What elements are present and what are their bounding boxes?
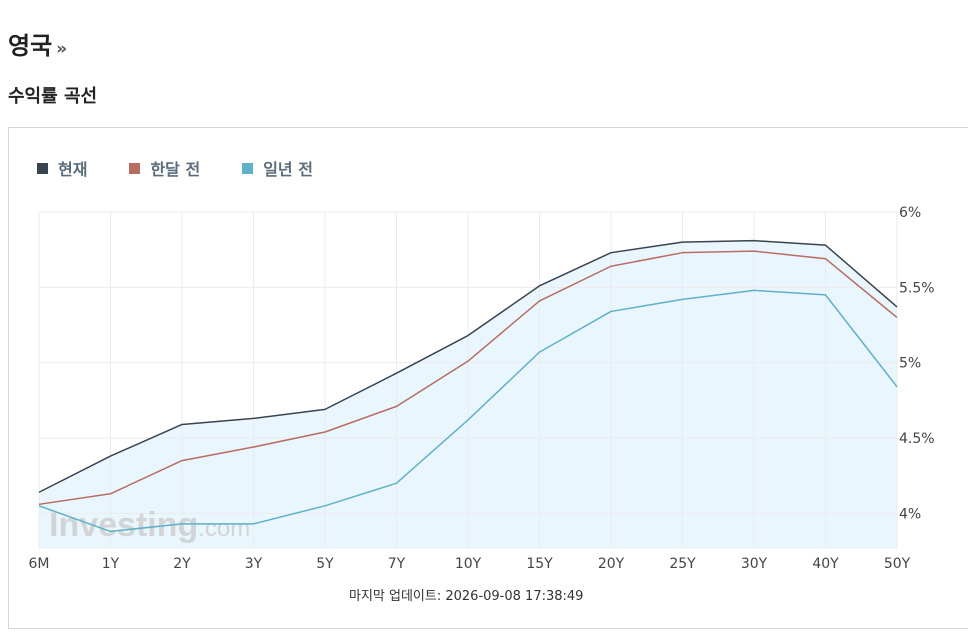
data-point [181, 523, 183, 525]
yield-curve-chart: 현재 한달 전 일년 전 Investing.com 6M 1Y 2Y 3Y 5Y 7Y 10… [8, 127, 968, 629]
legend-label: 한달 전 [150, 160, 201, 179]
y-tick-label: 4.5% [899, 431, 935, 447]
series-line-2 [38, 289, 898, 533]
data-point [181, 423, 183, 425]
legend-item-year-ago[interactable]: 일년 전 [242, 156, 313, 180]
series-line-1 [38, 250, 898, 506]
data-point [324, 431, 326, 433]
data-point [395, 372, 397, 374]
data-point [896, 316, 898, 318]
watermark-suffix: .com [198, 515, 250, 542]
x-tick-label: 30Y [741, 556, 768, 572]
data-point [681, 251, 683, 253]
legend-swatch-icon [129, 162, 141, 174]
data-point [467, 334, 469, 336]
data-point [824, 258, 826, 260]
x-tick-label: 20Y [598, 556, 625, 572]
data-point [395, 482, 397, 484]
section-title: 수익률 곡선 [8, 86, 98, 107]
data-point [538, 351, 540, 353]
legend-swatch-icon [37, 162, 48, 174]
data-point [467, 360, 469, 362]
data-point [753, 289, 755, 291]
legend-item-month-ago[interactable]: 한달 전 [129, 156, 200, 180]
y-tick-label: 4% [899, 506, 921, 522]
data-point [753, 250, 755, 252]
data-point [38, 503, 40, 505]
data-point [896, 306, 898, 308]
data-point [610, 265, 612, 267]
data-point [109, 493, 111, 495]
data-point [538, 300, 540, 302]
data-point [324, 408, 326, 410]
data-point [824, 294, 826, 296]
y-tick-label: 5% [899, 356, 921, 372]
page-title[interactable]: 영국» [8, 26, 67, 61]
last-update-text: 마지막 업데이트: 2026-09-08 17:38:49 [349, 589, 584, 604]
data-point [467, 419, 469, 421]
x-tick-label: 15Y [526, 556, 553, 572]
legend-label: 일년 전 [263, 160, 313, 179]
data-point [610, 310, 612, 312]
data-point [681, 241, 683, 243]
chart-plot: Investing.com 6M 1Y 2Y 3Y 5Y 7Y 10Y 15Y 20Y 25Y 30Y… [29, 205, 935, 572]
chart-legend: 현재 한달 전 일년 전 [37, 156, 355, 180]
y-tick-label: 6% [899, 205, 921, 221]
x-tick-label: 40Y [812, 556, 839, 572]
x-tick-label: 6M [29, 556, 50, 572]
chevron-right-icon[interactable]: » [56, 39, 68, 59]
series-line-0 [38, 239, 898, 493]
data-point [610, 251, 612, 253]
x-tick-label: 7Y [388, 556, 406, 572]
data-point [538, 285, 540, 287]
legend-label: 현재 [58, 160, 88, 179]
data-point [395, 405, 397, 407]
data-point [252, 417, 254, 419]
data-point [753, 239, 755, 241]
data-point [252, 523, 254, 525]
data-point [181, 459, 183, 461]
country-title[interactable]: 영국 [8, 32, 53, 60]
data-point [109, 455, 111, 457]
investing-watermark: Investing.com [49, 506, 250, 544]
x-tick-label: 10Y [455, 556, 482, 572]
data-point [252, 446, 254, 448]
data-point [38, 491, 40, 493]
legend-swatch-icon [242, 162, 254, 174]
x-tick-label: 25Y [669, 556, 696, 572]
x-tick-label: 3Y [245, 556, 263, 572]
data-point [896, 386, 898, 388]
y-tick-label: 5.5% [899, 280, 935, 296]
legend-item-current[interactable]: 현재 [37, 156, 87, 180]
x-tick-label: 2Y [173, 556, 191, 572]
data-point [824, 244, 826, 246]
x-tick-label: 50Y [884, 556, 911, 572]
x-tick-label: 1Y [102, 556, 120, 572]
data-point [681, 298, 683, 300]
data-point [109, 530, 111, 532]
data-point [324, 505, 326, 507]
x-tick-label: 5Y [316, 556, 334, 572]
